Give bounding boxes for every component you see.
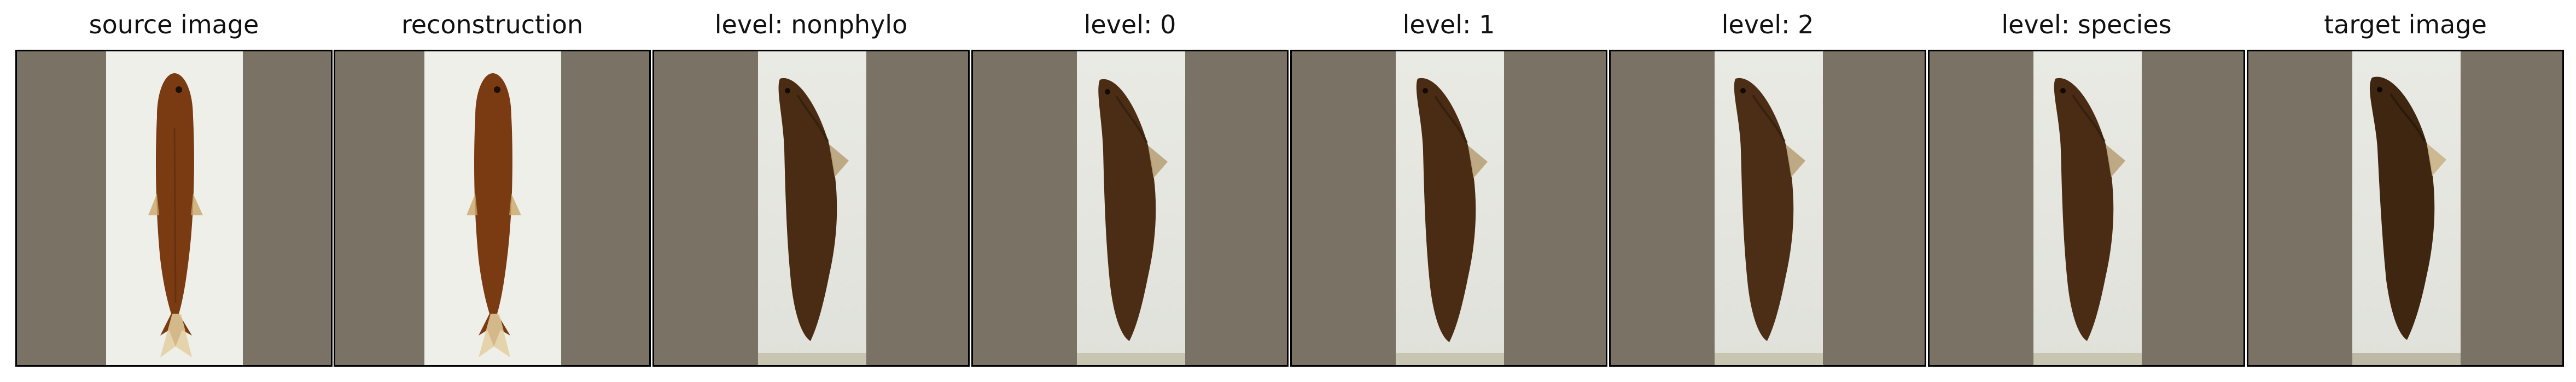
fish-specimen-image: [148, 73, 203, 357]
specimen-label-band: [1077, 353, 1185, 365]
image-frame: [334, 50, 651, 367]
panel-title: reconstruction: [401, 10, 584, 39]
image-frame: [1609, 50, 1926, 367]
fish-specimen-image: [1416, 78, 1488, 342]
image-frame: [15, 50, 333, 367]
panel-title: level: 1: [1402, 10, 1495, 39]
specimen-label-band: [2033, 353, 2142, 365]
panel-title: target image: [2324, 10, 2487, 39]
image-frame: [652, 50, 970, 367]
panel-title: level: nonphylo: [714, 10, 908, 39]
image-frame: [971, 50, 1289, 367]
panel-source-image: source image: [15, 0, 333, 382]
panel-level-nonphylo: level: nonphylo: [652, 0, 970, 382]
panel-level-1: level: 1: [1290, 0, 1607, 382]
panel-title: source image: [89, 10, 259, 39]
fish-specimen-image: [778, 78, 849, 341]
panel-target-image: target image: [2247, 0, 2564, 382]
panel-title: level: species: [2001, 10, 2172, 39]
specimen-label-band: [1715, 353, 1823, 365]
image-frame: [2247, 50, 2564, 367]
fish-specimen-image: [467, 73, 521, 357]
image-frame: [1290, 50, 1607, 367]
panel-level-2: level: 2: [1609, 0, 1926, 382]
fish-specimen-image: [2054, 78, 2125, 341]
specimen-label-band: [1396, 353, 1504, 365]
panel-title: level: 0: [1083, 10, 1176, 39]
panel-title: level: 2: [1721, 10, 1814, 39]
panel-level-species: level: species: [1928, 0, 2245, 382]
fish-specimen-image: [2369, 77, 2446, 340]
panel-level-0: level: 0: [971, 0, 1289, 382]
panel-reconstruction: reconstruction: [334, 0, 651, 382]
fish-specimen-image: [1734, 78, 1805, 341]
fish-specimen-image: [1098, 79, 1168, 342]
specimen-label-band: [2352, 353, 2461, 365]
specimen-label-band: [758, 353, 866, 365]
image-frame: [1928, 50, 2245, 367]
